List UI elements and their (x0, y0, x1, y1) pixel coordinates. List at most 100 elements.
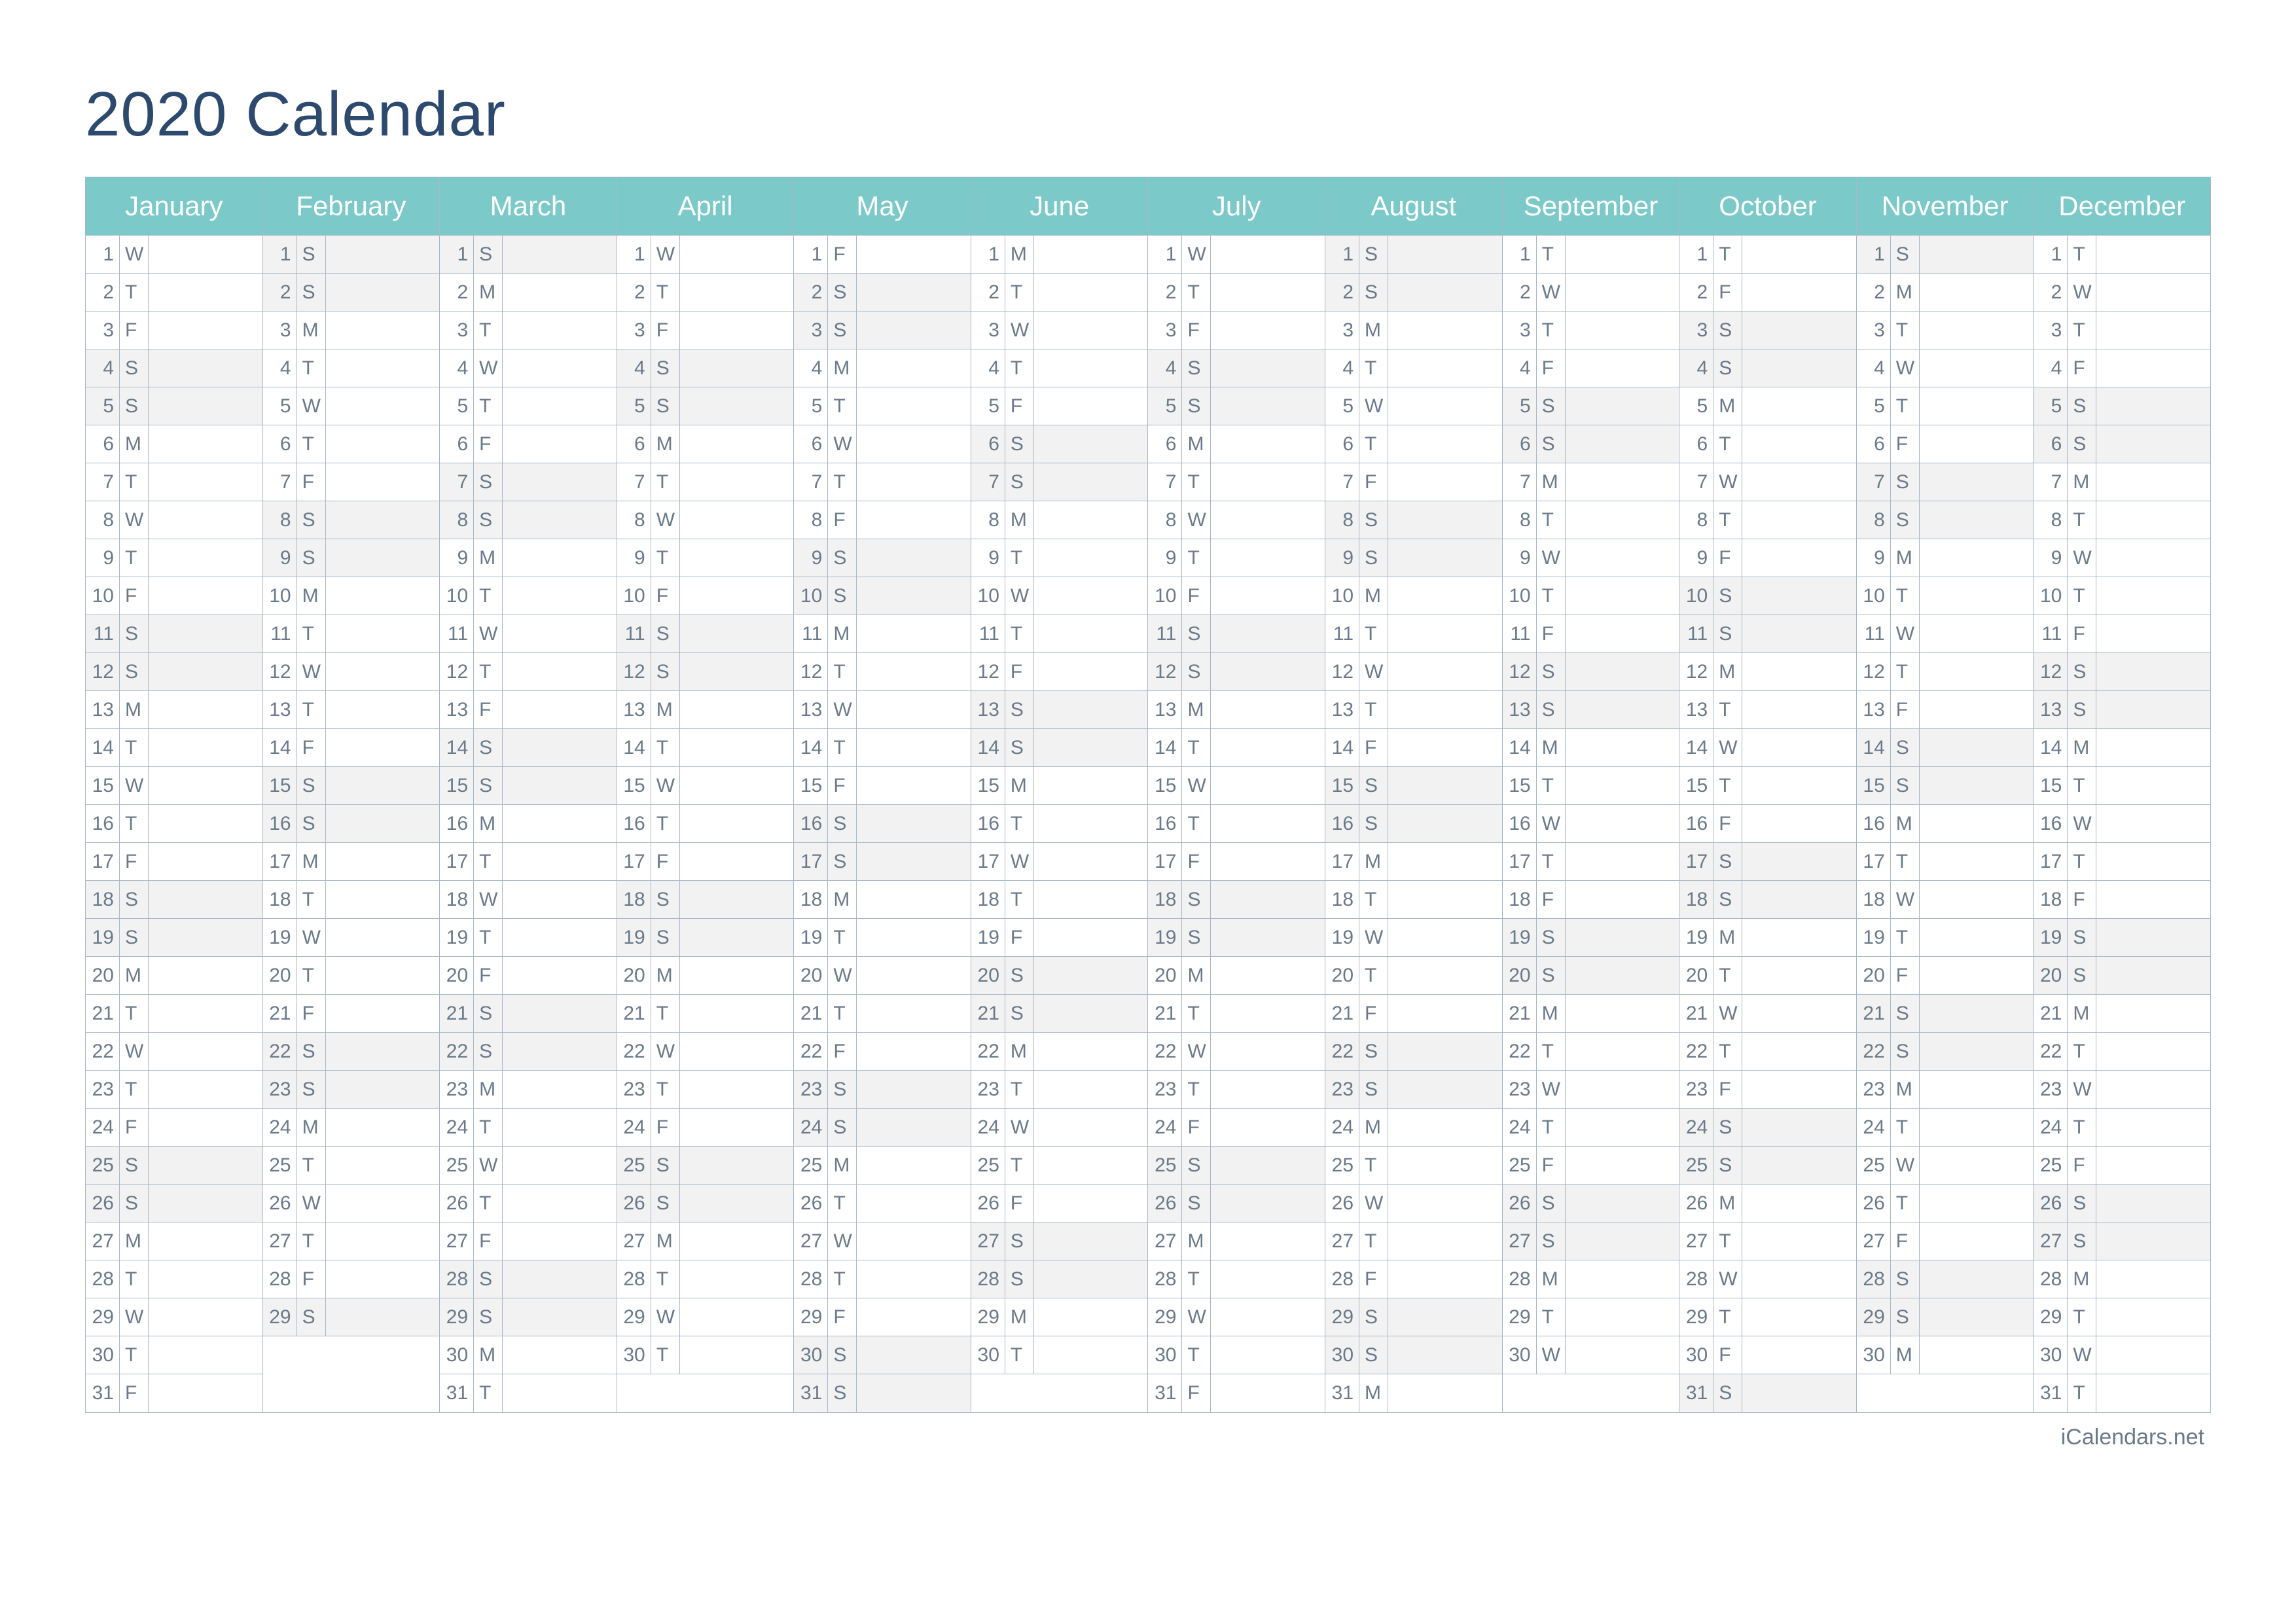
day-number: 15 (1325, 767, 1359, 804)
month-header: August (1325, 177, 1502, 236)
day-row: 30M (1857, 1336, 2034, 1374)
day-row: 15F (794, 767, 971, 805)
day-number: 28 (617, 1260, 651, 1298)
day-number: 14 (1857, 729, 1891, 766)
day-row: 18S (1679, 881, 1856, 919)
day-number: 5 (2034, 387, 2068, 425)
day-number: 26 (440, 1185, 474, 1222)
day-weekday-letter: S (1537, 653, 1566, 690)
day-row: 31T (440, 1374, 617, 1412)
day-number: 16 (1503, 805, 1537, 842)
day-number: 11 (971, 615, 1005, 652)
day-number: 9 (2034, 539, 2068, 577)
day-row: 5S (86, 387, 262, 425)
day-note-cell (1566, 919, 1679, 956)
day-note-cell (1742, 729, 1856, 766)
day-number: 27 (1679, 1222, 1713, 1260)
day-note-cell (1742, 387, 1856, 425)
day-row: 25S (617, 1147, 794, 1185)
day-weekday-letter: M (2068, 463, 2096, 501)
day-note-cell (326, 691, 440, 728)
day-number: 27 (2034, 1222, 2068, 1260)
day-row: 8T (1679, 501, 1856, 539)
day-note-cell (1742, 274, 1856, 311)
day-number: 3 (617, 312, 651, 349)
day-row: 28S (440, 1260, 617, 1298)
day-row: 20T (1325, 957, 1502, 995)
day-number: 20 (1857, 957, 1891, 994)
day-row: 27S (1503, 1222, 1679, 1260)
day-row: 1S (1857, 236, 2034, 274)
day-number: 21 (1857, 995, 1891, 1032)
day-row: 25T (1325, 1147, 1502, 1185)
day-note-cell (149, 919, 262, 956)
day-number: 7 (1679, 463, 1713, 501)
day-note-cell (857, 425, 971, 463)
day-row: 3W (971, 312, 1148, 349)
footer-credit: iCalendars.net (85, 1425, 2211, 1450)
day-note-cell (2096, 1260, 2210, 1298)
day-weekday-letter: T (474, 577, 503, 615)
day-number: 19 (1148, 919, 1182, 956)
day-number: 5 (617, 387, 651, 425)
day-weekday-letter: T (828, 995, 857, 1032)
day-weekday-letter: S (1359, 1336, 1388, 1374)
day-weekday-letter: T (120, 1336, 149, 1374)
day-note-cell (1566, 425, 1679, 463)
day-note-cell (680, 729, 794, 766)
day-note-cell (503, 1071, 617, 1108)
day-row: 31S (1679, 1374, 1856, 1412)
day-weekday-letter: F (1713, 1071, 1742, 1108)
day-number: 12 (1325, 653, 1359, 690)
day-weekday-letter: T (1713, 691, 1742, 728)
day-note-cell (1742, 1374, 1856, 1412)
day-number: 23 (1857, 1071, 1891, 1108)
day-weekday-letter: W (297, 1185, 326, 1222)
day-weekday-letter: W (2068, 274, 2096, 311)
day-number: 13 (1325, 691, 1359, 728)
day-row: 14T (794, 729, 971, 767)
day-note-cell (1388, 653, 1502, 690)
day-note-cell (857, 995, 971, 1032)
day-note-cell (1920, 312, 2034, 349)
day-row: 6T (263, 425, 440, 463)
day-note-cell (1742, 1033, 1856, 1070)
day-number: 25 (440, 1147, 474, 1184)
day-number: 6 (1503, 425, 1537, 463)
day-row: 8T (2034, 501, 2210, 539)
day-note-cell (2096, 577, 2210, 615)
day-note-cell (1742, 577, 1856, 615)
day-weekday-letter: S (1537, 387, 1566, 425)
day-note-cell (1211, 1222, 1325, 1260)
day-row: 16T (617, 805, 794, 843)
day-note-cell (680, 919, 794, 956)
day-number: 4 (440, 349, 474, 387)
day-note-cell (1034, 274, 1148, 311)
day-number: 16 (2034, 805, 2068, 842)
day-note-cell (1211, 425, 1325, 463)
day-number: 13 (440, 691, 474, 728)
day-number: 2 (2034, 274, 2068, 311)
day-weekday-letter: T (1891, 312, 1920, 349)
day-note-cell (1742, 691, 1856, 728)
day-row: 19T (1857, 919, 2034, 957)
day-weekday-letter: F (651, 1109, 680, 1146)
day-weekday-letter: F (1891, 1222, 1920, 1260)
day-row: 27T (1679, 1222, 1856, 1260)
day-note-cell (1742, 1260, 1856, 1298)
day-row: 16W (2034, 805, 2210, 843)
day-weekday-letter: S (120, 919, 149, 956)
day-note-cell (857, 729, 971, 766)
day-row: 29S (440, 1298, 617, 1336)
day-number: 2 (971, 274, 1005, 311)
day-note-cell (326, 1147, 440, 1184)
day-number: 4 (1679, 349, 1713, 387)
day-weekday-letter: S (651, 349, 680, 387)
day-number: 23 (1503, 1071, 1537, 1108)
day-weekday-letter: S (651, 615, 680, 652)
day-note-cell (1566, 387, 1679, 425)
day-note-cell (1742, 236, 1856, 273)
day-row: 20S (2034, 957, 2210, 995)
day-weekday-letter: T (1182, 1336, 1211, 1374)
day-weekday-letter: S (474, 1298, 503, 1336)
